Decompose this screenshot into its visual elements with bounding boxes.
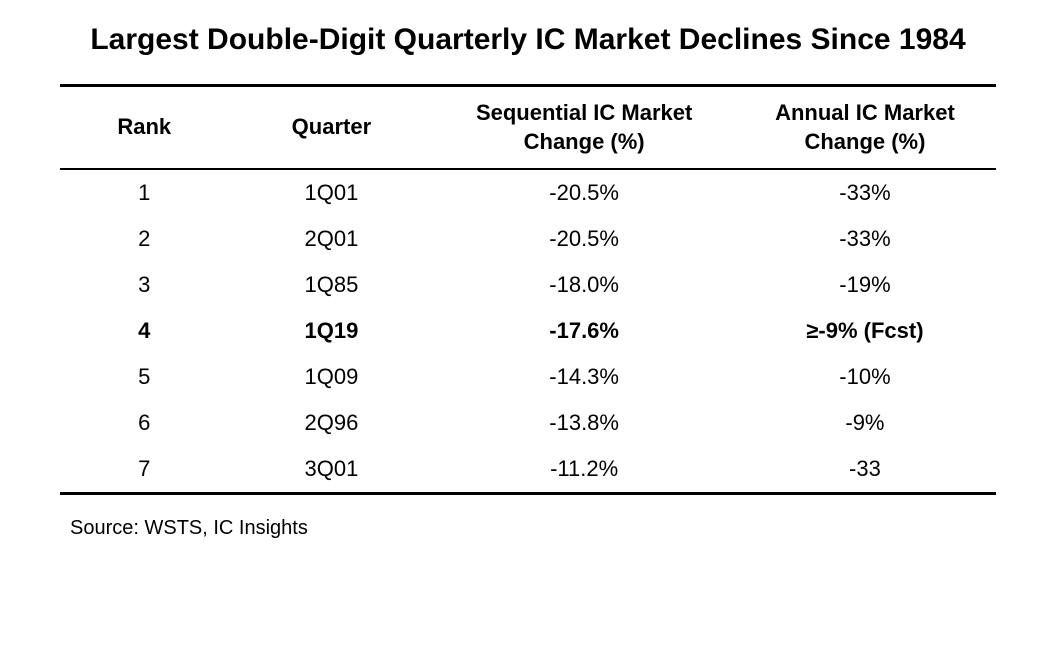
- table-header-row: Rank Quarter Sequential IC Market Change…: [60, 86, 996, 170]
- cell-quarter: 3Q01: [228, 446, 434, 494]
- cell-rank: 1: [60, 169, 228, 216]
- cell-annual: -10%: [734, 354, 996, 400]
- cell-rank: 7: [60, 446, 228, 494]
- table-title: Largest Double-Digit Quarterly IC Market…: [60, 20, 996, 59]
- cell-rank: 6: [60, 400, 228, 446]
- cell-rank: 4: [60, 308, 228, 354]
- cell-seq: -18.0%: [434, 262, 734, 308]
- table-row: 4 1Q19 -17.6% ≥-9% (Fcst): [60, 308, 996, 354]
- source-text: Source: WSTS, IC Insights: [60, 517, 996, 540]
- col-header-sequential: Sequential IC Market Change (%): [434, 86, 734, 170]
- cell-seq: -20.5%: [434, 169, 734, 216]
- cell-rank: 5: [60, 354, 228, 400]
- col-header-rank: Rank: [60, 86, 228, 170]
- cell-annual: ≥-9% (Fcst): [734, 308, 996, 354]
- cell-quarter: 1Q09: [228, 354, 434, 400]
- cell-seq: -14.3%: [434, 354, 734, 400]
- table-row: 1 1Q01 -20.5% -33%: [60, 169, 996, 216]
- cell-seq: -13.8%: [434, 400, 734, 446]
- cell-annual: -33%: [734, 216, 996, 262]
- cell-quarter: 1Q85: [228, 262, 434, 308]
- cell-quarter: 2Q96: [228, 400, 434, 446]
- cell-quarter: 1Q01: [228, 169, 434, 216]
- table-row: 7 3Q01 -11.2% -33: [60, 446, 996, 494]
- table-row: 5 1Q09 -14.3% -10%: [60, 354, 996, 400]
- table-row: 3 1Q85 -18.0% -19%: [60, 262, 996, 308]
- cell-seq: -20.5%: [434, 216, 734, 262]
- col-header-annual: Annual IC Market Change (%): [734, 86, 996, 170]
- cell-quarter: 2Q01: [228, 216, 434, 262]
- cell-rank: 2: [60, 216, 228, 262]
- table-row: 6 2Q96 -13.8% -9%: [60, 400, 996, 446]
- col-header-quarter: Quarter: [228, 86, 434, 170]
- cell-seq: -11.2%: [434, 446, 734, 494]
- cell-annual: -19%: [734, 262, 996, 308]
- cell-annual: -33%: [734, 169, 996, 216]
- table-body: 1 1Q01 -20.5% -33% 2 2Q01 -20.5% -33% 3 …: [60, 169, 996, 494]
- cell-quarter: 1Q19: [228, 308, 434, 354]
- cell-annual: -9%: [734, 400, 996, 446]
- cell-annual: -33: [734, 446, 996, 494]
- cell-seq: -17.6%: [434, 308, 734, 354]
- table-row: 2 2Q01 -20.5% -33%: [60, 216, 996, 262]
- cell-rank: 3: [60, 262, 228, 308]
- data-table: Rank Quarter Sequential IC Market Change…: [60, 84, 996, 495]
